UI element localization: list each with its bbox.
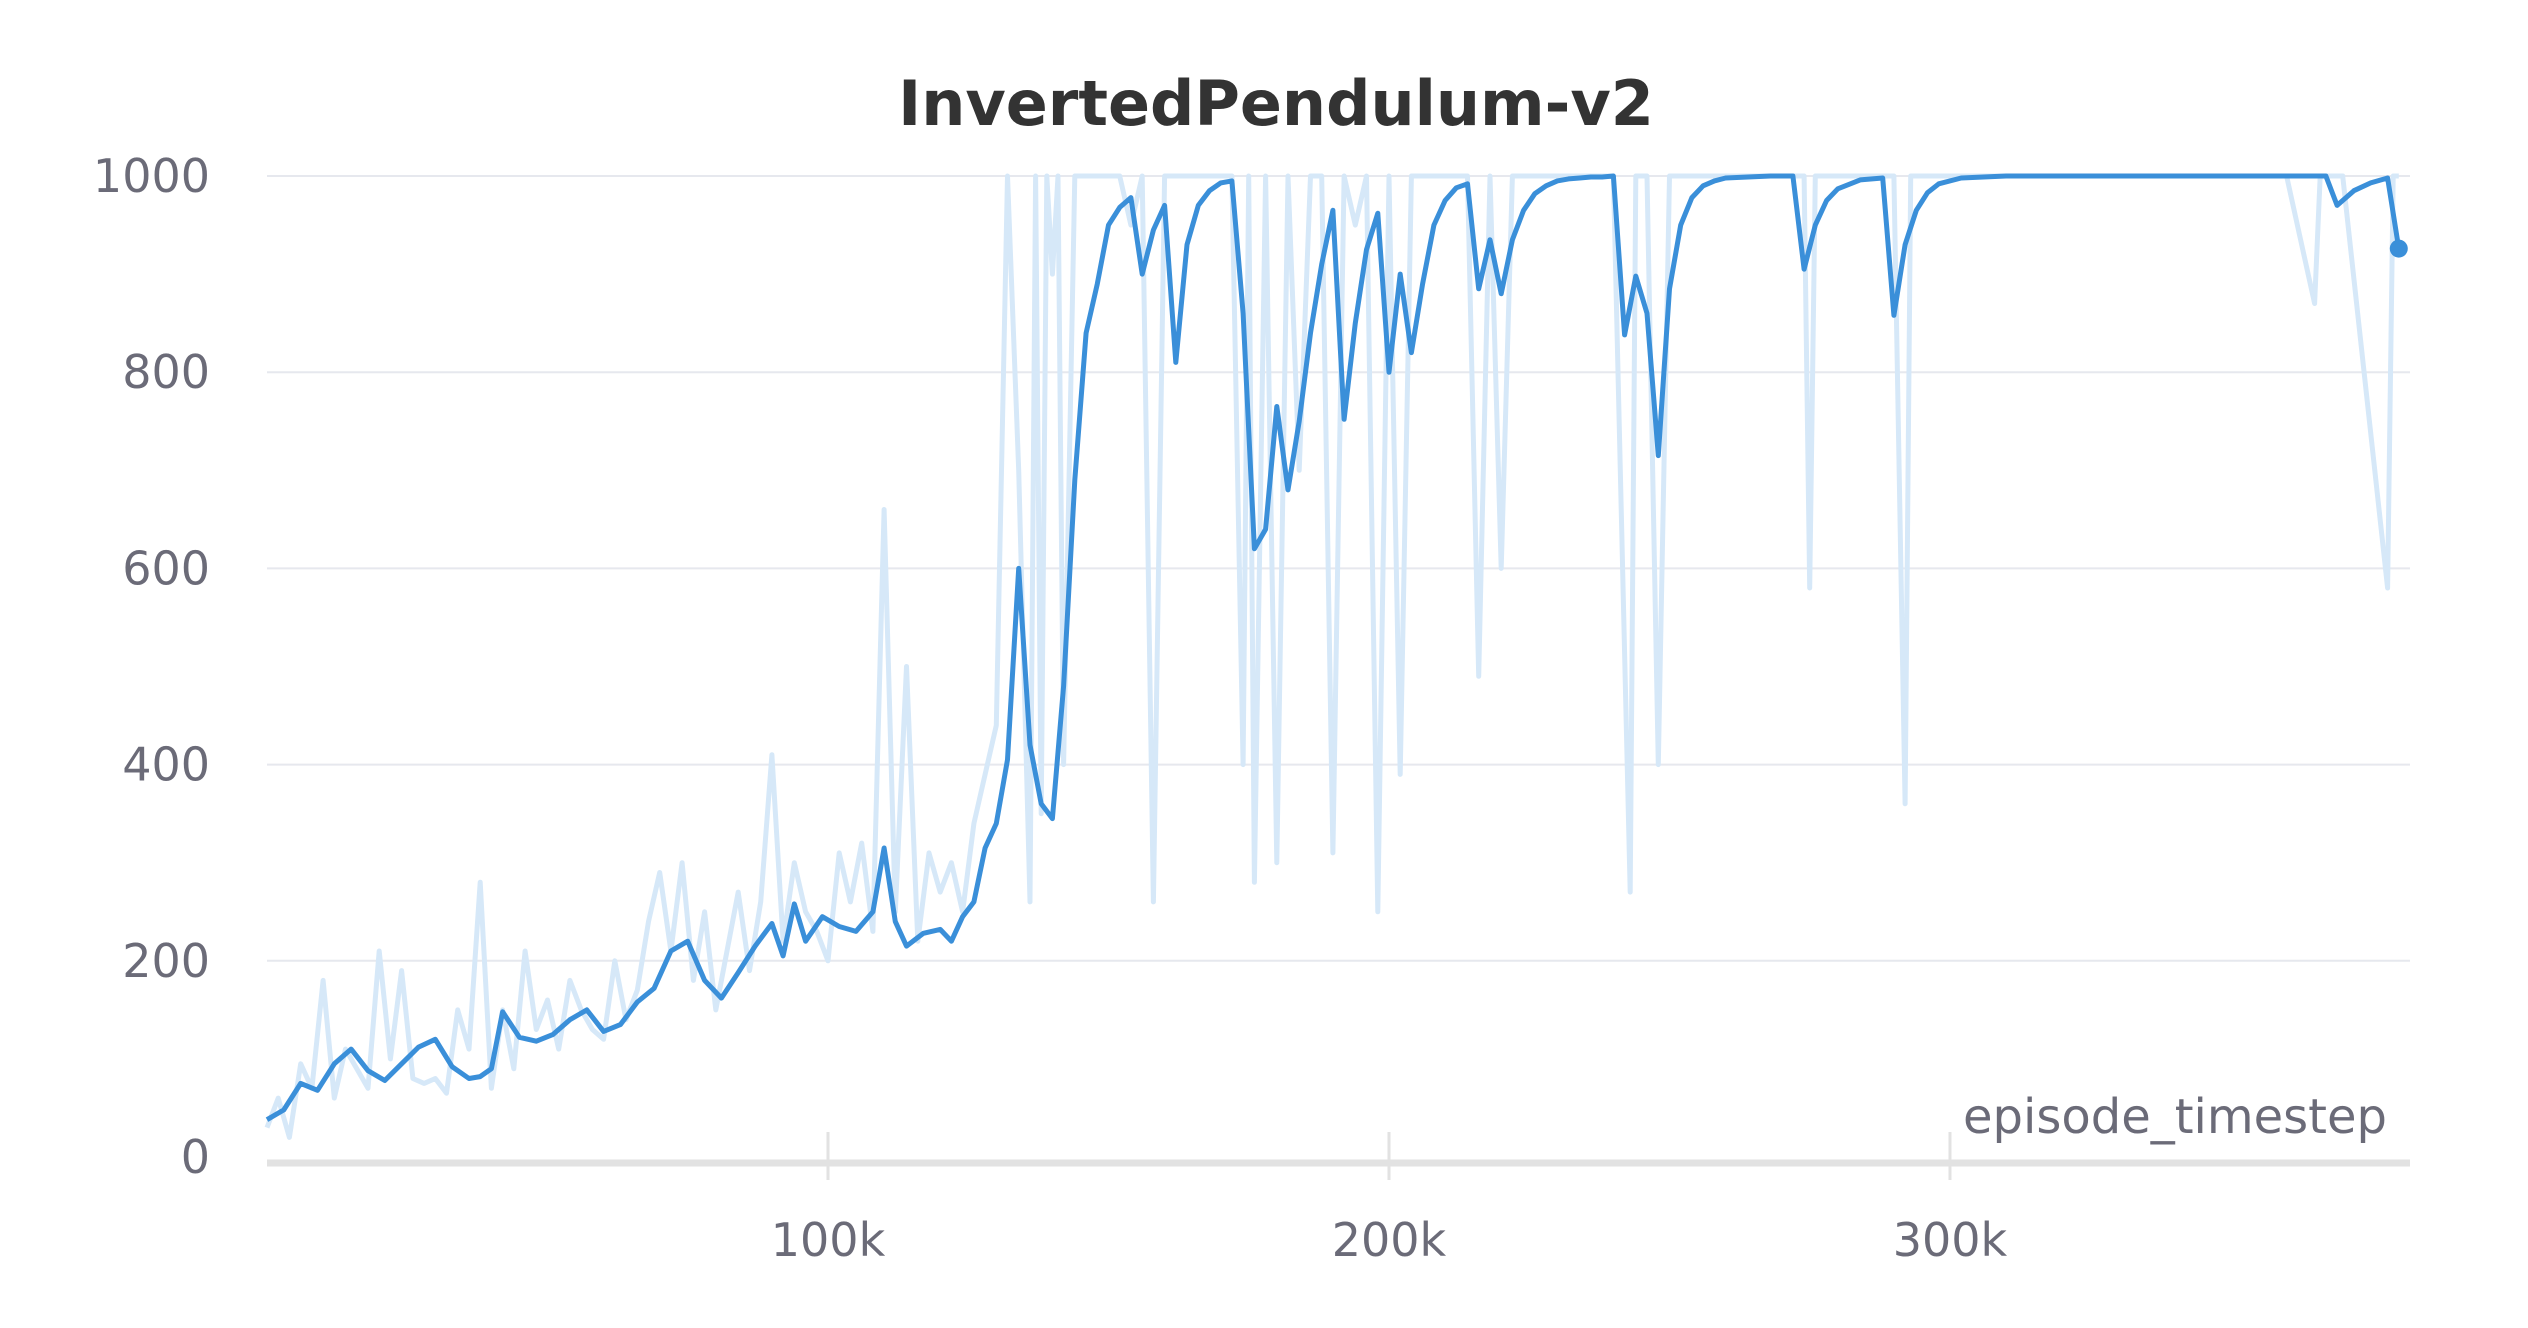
y-tick-label: 200 xyxy=(122,934,210,988)
y-tick-label: 0 xyxy=(181,1130,210,1184)
series-line-raw xyxy=(264,173,2399,1140)
x-axis-label: episode_timestep xyxy=(1963,1089,2387,1145)
y-tick-label: 600 xyxy=(122,541,210,595)
x-tick-label: 300k xyxy=(1893,1213,2008,1267)
y-tick-label: 800 xyxy=(122,345,210,399)
series-endpoint-marker xyxy=(2389,239,2408,258)
chart-title: InvertedPendulum-v2 xyxy=(898,67,1654,140)
x-tick-label: 200k xyxy=(1332,1213,1447,1267)
x-tick-label: 100k xyxy=(771,1213,886,1267)
y-ticks: 0 200 400 600 800 1000 xyxy=(93,149,210,1184)
x-ticks: 100k 200k 300k xyxy=(771,1132,2008,1267)
series xyxy=(264,173,2408,1140)
y-tick-label: 1000 xyxy=(93,149,210,203)
series-line-smoothed xyxy=(265,173,2402,1122)
y-tick-label: 400 xyxy=(122,738,210,792)
